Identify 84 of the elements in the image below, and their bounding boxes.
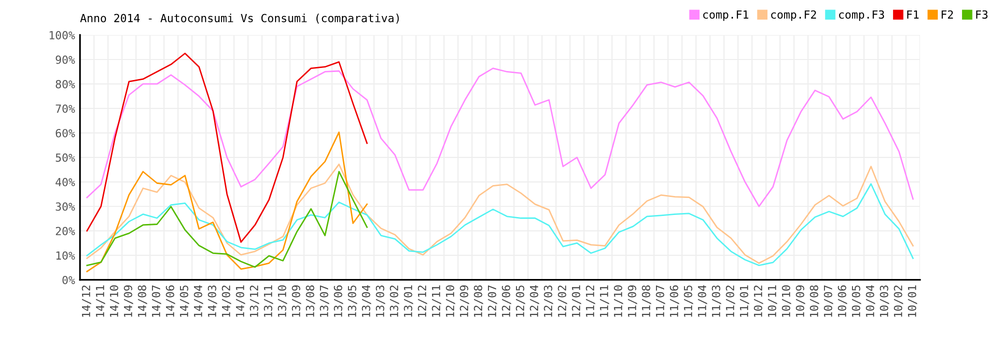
x-tick-label: 11/09 [628,285,638,317]
x-tick-label: 10/09 [796,285,806,317]
x-tick-label: 14/02 [222,286,232,317]
x-tick-label: 13/02 [390,286,400,317]
x-tick-label: 13/10 [278,285,288,317]
x-tick-label: 14/12 [82,286,92,317]
x-tick-label: 10/02 [894,286,904,317]
x-tick-label: 10/07 [824,286,834,317]
x-tick-label: 13/11 [264,285,274,317]
x-tick-label: 11/06 [670,285,680,317]
x-tick-label: 14/03 [208,286,218,317]
line-series [86,183,914,266]
legend-label: F2 [942,10,953,19]
x-tick-label: 11/01 [740,285,750,317]
x-tick-label: 12/09 [460,285,470,317]
x-tick-label: 12/07 [488,286,498,317]
x-tick-label: 14/08 [138,285,148,317]
x-tick-label: 10/06 [838,285,848,317]
y-tick-label: 0% [62,276,75,284]
y-tick-label: 20% [56,226,75,236]
x-tick-label: 10/01 [908,285,918,317]
x-tick-label: 10/08 [810,285,820,317]
x-tick-label: 14/10 [110,285,120,317]
line-series [86,164,914,264]
y-tick-label: 80% [56,80,75,88]
x-tick-label: 11/11 [600,285,610,317]
x-tick-label: 14/01 [236,285,246,317]
x-tick-label: 12/10 [446,285,456,317]
x-tick-label: 10/11 [768,285,778,317]
x-tick-label: 14/07 [152,286,162,317]
x-tick-label: 11/07 [656,286,666,317]
y-tick-label: 40% [56,178,75,186]
line-series [86,52,368,243]
x-tick-label: 12/06 [502,285,512,317]
x-tick-label: 14/06 [166,285,176,317]
x-tick-label: 11/05 [684,286,694,317]
x-tick-label: 12/01 [572,285,582,317]
y-tick-label: 100% [50,31,75,40]
y-tick-label: 60% [56,128,75,138]
y-tick-label: 10% [56,251,75,260]
x-tick-label: 12/08 [474,285,484,317]
x-tick-label: 14/04 [194,285,204,317]
x-tick-label: 10/10 [782,285,792,317]
x-tick-label: 11/04 [698,285,708,317]
x-tick-label: 10/03 [880,286,890,317]
line-series [86,68,914,208]
y-tick-label: 90% [56,56,75,64]
x-tick-label: 10/04 [866,285,876,317]
x-tick-label: 12/03 [544,286,554,317]
x-tick-label: 13/12 [250,286,260,317]
legend-label: comp.F1 [703,10,748,21]
x-tick-label: 14/05 [180,286,190,317]
x-tick-label: 13/09 [292,285,302,317]
x-tick-label: 11/12 [586,286,596,317]
y-tick-label: 70% [56,104,75,113]
x-tick-label: 10/12 [754,286,764,317]
x-tick-label: 13/04 [362,285,372,317]
legend-label: comp.F3 [839,10,884,21]
line-series [86,132,368,272]
y-tick-label: 30% [56,202,75,211]
legend-label: comp.F2 [771,10,816,21]
x-tick-label: 11/03 [712,286,722,317]
x-tick-label: 14/09 [124,285,134,317]
x-tick-label: 12/02 [558,286,568,317]
legend-label: F3 [976,10,988,19]
x-tick-label: 13/01 [404,285,414,317]
x-tick-label: 13/05 [348,286,358,317]
x-tick-label: 12/12 [418,286,428,317]
y-tick-label: 50% [56,153,75,162]
x-tick-label: 12/05 [516,286,526,317]
x-tick-label: 10/05 [852,286,862,317]
x-tick-label: 12/11 [432,285,442,317]
x-tick-label: 12/04 [530,285,540,317]
legend-label: F1 [907,10,919,19]
x-tick-label: 11/08 [642,285,652,317]
x-tick-label: 11/10 [614,285,624,317]
x-tick-label: 14/11 [96,285,106,317]
x-tick-label: 11/02 [726,286,736,317]
x-tick-label: 13/08 [306,285,316,317]
x-tick-label: 13/03 [376,286,386,317]
chart-title: Anno 2014 - Autoconsumi Vs Consumi (comparativa) [80,14,399,24]
line-series [86,170,368,268]
x-tick-label: 13/06 [334,285,344,317]
x-tick-label: 13/07 [320,286,330,317]
